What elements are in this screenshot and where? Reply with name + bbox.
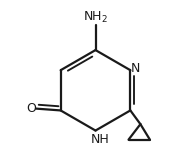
- Text: N: N: [131, 62, 140, 75]
- Text: NH: NH: [91, 133, 109, 146]
- Text: NH$_2$: NH$_2$: [83, 10, 108, 25]
- Text: O: O: [26, 102, 36, 115]
